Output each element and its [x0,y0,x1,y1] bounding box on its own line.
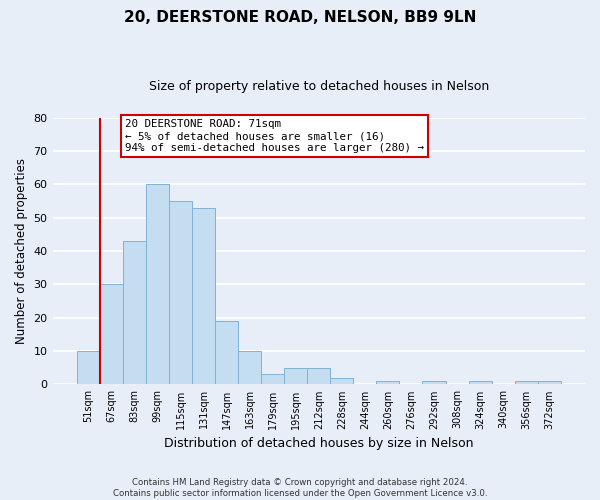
Bar [307,368,330,384]
Bar [515,381,538,384]
Text: Contains HM Land Registry data © Crown copyright and database right 2024.
Contai: Contains HM Land Registry data © Crown c… [113,478,487,498]
Bar [123,241,146,384]
Text: 20, DEERSTONE ROAD, NELSON, BB9 9LN: 20, DEERSTONE ROAD, NELSON, BB9 9LN [124,10,476,25]
Bar [469,381,491,384]
Bar [330,378,353,384]
Bar [238,351,261,384]
Bar [538,381,561,384]
Bar [146,184,169,384]
Bar [100,284,123,384]
Title: Size of property relative to detached houses in Nelson: Size of property relative to detached ho… [149,80,489,93]
X-axis label: Distribution of detached houses by size in Nelson: Distribution of detached houses by size … [164,437,473,450]
Bar [169,201,192,384]
Bar [376,381,400,384]
Bar [192,208,215,384]
Bar [284,368,307,384]
Bar [215,321,238,384]
Y-axis label: Number of detached properties: Number of detached properties [15,158,28,344]
Bar [422,381,446,384]
Bar [77,351,100,384]
Bar [261,374,284,384]
Text: 20 DEERSTONE ROAD: 71sqm
← 5% of detached houses are smaller (16)
94% of semi-de: 20 DEERSTONE ROAD: 71sqm ← 5% of detache… [125,120,424,152]
